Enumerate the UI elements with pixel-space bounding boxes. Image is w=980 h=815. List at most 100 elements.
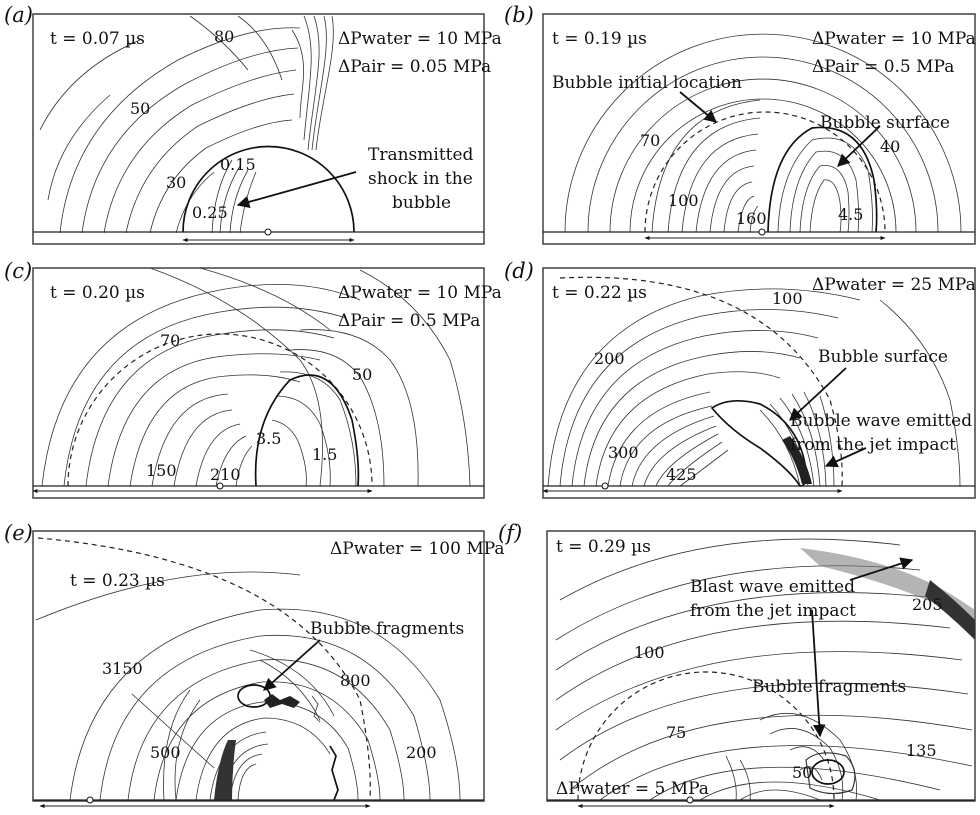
bubble-initial-outline — [559, 276, 843, 487]
bubble-fragment — [329, 745, 339, 801]
panel-a: (a) t = 0.07 µs ΔP — [4, 3, 502, 245]
panel-frame — [546, 530, 976, 802]
contour-level: 210 — [210, 465, 241, 484]
contour-level: 3150 — [102, 659, 143, 678]
annotation-text: from the jet impact — [690, 601, 856, 621]
contour-lines — [41, 267, 471, 487]
time-label: t = 0.19 µs — [552, 29, 647, 49]
contour-level: 50 — [130, 99, 150, 118]
annotation-text: Bubble fragments — [752, 677, 906, 697]
contour-level: 70 — [160, 331, 180, 350]
annotation-arrow — [236, 171, 357, 209]
time-label: t = 0.23 µs — [70, 571, 165, 591]
contour-level: 0.15 — [220, 155, 256, 174]
bubble-center-marker — [86, 796, 94, 804]
contour-level: 70 — [640, 131, 660, 150]
contour-level: 200 — [594, 349, 625, 368]
panel-label: (c) — [4, 259, 32, 283]
bubble-center-marker — [264, 228, 272, 236]
contour-level: 50 — [352, 365, 372, 384]
contour-level: 50 — [792, 763, 812, 782]
dp-water-label: ΔPwater = 5 MPa — [556, 779, 709, 799]
panel-d: (d) t = — [504, 259, 976, 499]
panel-label: (a) — [4, 3, 33, 27]
time-label: t = 0.20 µs — [50, 283, 145, 303]
contour-level: 150 — [146, 461, 177, 480]
annotation-text: shock in the — [368, 169, 473, 189]
panel-frame — [542, 13, 976, 245]
contour-level: 30 — [166, 173, 186, 192]
time-label: t = 0.22 µs — [552, 283, 647, 303]
contour-level: 500 — [150, 743, 181, 762]
contour-lines — [547, 288, 961, 487]
annotation-text: Bubble surface — [818, 347, 948, 367]
annotation-arrow — [811, 609, 826, 738]
dp-air-label: ΔPair = 0.5 MPa — [812, 57, 954, 77]
annotation-arrow — [263, 639, 321, 691]
dp-water-label: ΔPwater = 25 MPa — [812, 275, 976, 295]
panel-frame — [32, 267, 485, 499]
contour-level: 75 — [666, 723, 686, 742]
annotation-arrow — [849, 557, 914, 581]
panel-label: (f) — [498, 521, 522, 545]
bubble-fragment — [264, 694, 300, 708]
panel-frame — [32, 530, 485, 802]
contour-level: 80 — [214, 27, 234, 46]
bubble-center-marker — [758, 228, 766, 236]
dp-air-label: ΔPair = 0.05 MPa — [338, 57, 491, 77]
bubble-outline — [182, 145, 355, 233]
dp-water-label: ΔPwater = 10 MPa — [812, 29, 976, 49]
dp-air-label: ΔPair = 0.5 MPa — [338, 311, 480, 331]
bubble-initial-outline — [67, 333, 373, 487]
contour-level: 200 — [406, 743, 437, 762]
bubble-initial-outline — [37, 537, 371, 801]
contour-level: 3.5 — [256, 429, 281, 448]
bubble-initial-outline — [644, 111, 886, 233]
contour-level: 100 — [634, 643, 665, 662]
annotation-text: Bubble initial location — [552, 73, 742, 93]
annotation-arrow — [837, 125, 881, 167]
jet-impact-region — [782, 436, 812, 484]
time-label: t = 0.29 µs — [556, 537, 651, 557]
annotation-text: Bubble fragments — [310, 619, 464, 639]
blast-wave-band — [925, 580, 975, 640]
bubble-fragment — [805, 752, 856, 795]
panel-frame — [32, 13, 485, 245]
panel-label: (b) — [504, 3, 534, 27]
panel-label: (e) — [4, 521, 33, 545]
bubble-surface — [767, 126, 878, 233]
contour-lines — [564, 33, 962, 233]
bubble-center-marker — [686, 796, 694, 804]
panel-f: (f) t = 0.2 — [498, 521, 976, 808]
annotation-text: Transmitted — [368, 145, 474, 165]
annotation-arrow — [824, 447, 867, 468]
panel-e: (e) t = 0.23 µs — [4, 521, 505, 808]
contour-level: 160 — [736, 209, 767, 228]
contour-level: 135 — [906, 741, 937, 760]
blast-wave-band — [800, 548, 975, 625]
annotation-text: Blast wave emitted — [690, 577, 855, 597]
leader-line — [131, 693, 215, 769]
contour-level: 100 — [668, 191, 699, 210]
dp-water-label: ΔPwater = 100 MPa — [330, 539, 505, 559]
contour-level: 40 — [880, 137, 900, 156]
bubble-fragment — [811, 759, 845, 785]
time-label: t = 0.07 µs — [50, 29, 145, 49]
contour-level: 4.5 — [838, 205, 863, 224]
annotation-text: Bubble surface — [820, 113, 950, 133]
jet-impact-region — [214, 740, 236, 800]
contour-level: 1.5 — [312, 445, 337, 464]
contour-level: 100 — [772, 289, 803, 308]
contour-level: 0.25 — [192, 203, 228, 222]
bubble-surface — [254, 374, 360, 487]
panel-c: (c) t = 0.20 µs ΔPwater = — [4, 259, 502, 499]
contour-level: 800 — [340, 671, 371, 690]
annotation-text: Bubble wave emitted — [790, 411, 972, 431]
annotation-arrow — [679, 91, 717, 123]
bubble-center-marker — [601, 482, 609, 490]
bubble-center-marker — [216, 482, 224, 490]
contour-level: 300 — [608, 443, 639, 462]
dp-water-label: ΔPwater = 10 MPa — [338, 283, 502, 303]
bubble-initial-outline — [577, 671, 835, 801]
